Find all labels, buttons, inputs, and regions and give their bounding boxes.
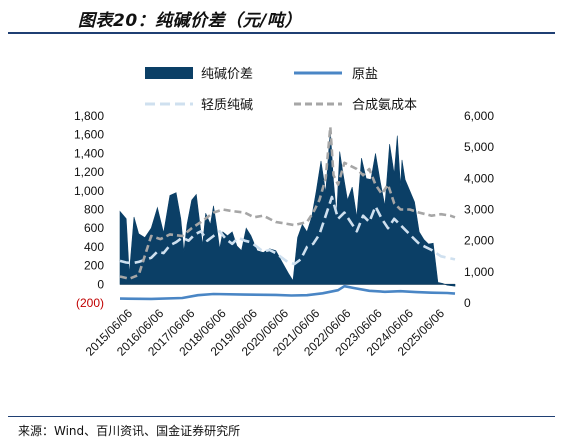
legend-label-light-soda: 轻质纯碱 (201, 98, 253, 113)
source-note: 来源：Wind、百川资讯、国金证券研究所 (18, 424, 241, 438)
legend-label-ammonia: 合成氨成本 (352, 98, 417, 113)
chart-title: 图表20：纯碱价差（元/吨） (78, 11, 302, 31)
y-left-tick-label: 200 (84, 259, 104, 273)
y-left-tick-label: 600 (84, 221, 104, 235)
y-left-tick-label: 1,600 (74, 128, 104, 142)
y-right-tick-label: 4,000 (464, 171, 494, 185)
legend-swatch-spread (145, 67, 193, 79)
y-left-tick-label: (200) (76, 296, 104, 310)
legend-label-salt: 原盐 (352, 67, 378, 82)
series-area-spread (119, 129, 456, 287)
chart-legend: 纯碱价差 原盐 轻质纯碱 合成氨成本 (145, 67, 417, 113)
title-divider (8, 32, 555, 34)
y-left-tick-label: 400 (84, 240, 104, 254)
y-left-tick-label: 1,800 (74, 109, 104, 123)
y-left-tick-label: 800 (84, 203, 104, 217)
series-line-salt (119, 284, 456, 301)
y-right-tick-label: 0 (464, 296, 471, 310)
y-left-tick-label: 1,000 (74, 184, 104, 198)
y-right-tick-label: 6,000 (464, 109, 494, 123)
y-right-tick-label: 2,000 (464, 234, 494, 248)
y-right-tick-label: 5,000 (464, 140, 494, 154)
series-line-ammonia (119, 125, 456, 281)
y-left-tick-label: 1,200 (74, 165, 104, 179)
y-left-tick-label: 1,400 (74, 146, 104, 160)
y-left-tick-label: 0 (97, 277, 104, 291)
series-line-light-soda (119, 195, 456, 266)
y-right-tick-label: 3,000 (464, 203, 494, 217)
source-divider (8, 416, 555, 417)
legend-label-spread: 纯碱价差 (201, 67, 253, 82)
y-right-tick-label: 1,000 (464, 265, 494, 279)
